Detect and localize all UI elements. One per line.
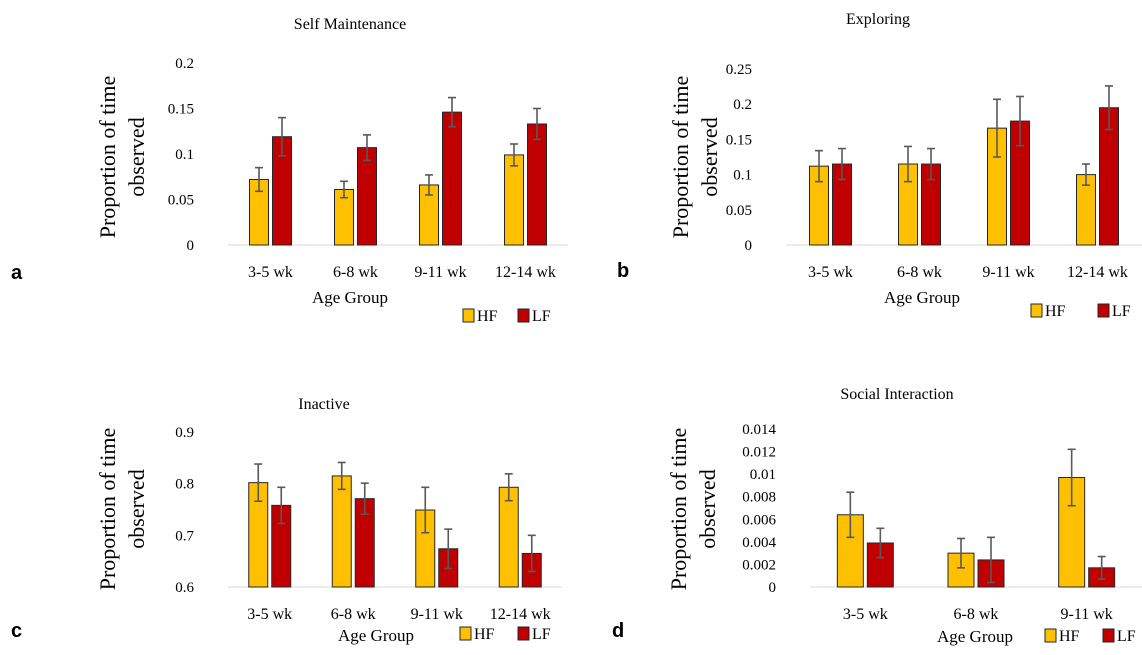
x-tick-label: 12-14 wk bbox=[1067, 264, 1128, 281]
y-tick-label: 0.8 bbox=[175, 477, 194, 493]
y-tick-label: 0.15 bbox=[168, 102, 194, 118]
chart-title: Inactive bbox=[298, 396, 350, 413]
bar-lf bbox=[357, 147, 377, 246]
y-axis-label-line: Proportion of time bbox=[95, 76, 120, 239]
panel-letter: c bbox=[11, 620, 22, 642]
y-tick-label: 0.006 bbox=[742, 512, 776, 528]
x-tick-label: 9-11 wk bbox=[982, 264, 1034, 281]
legend-swatch-hf bbox=[1030, 303, 1043, 318]
x-tick-label: 9-11 wk bbox=[411, 606, 463, 623]
x-tick-label: 12-14 wk bbox=[490, 606, 551, 623]
legend-swatch-hf bbox=[459, 626, 472, 641]
y-axis-label-line: Proportion of time bbox=[95, 428, 120, 591]
y-axis-label-line: observed bbox=[124, 117, 149, 196]
x-tick-label: 3-5 wk bbox=[247, 606, 292, 623]
y-axis-label-line: Proportion of time bbox=[668, 76, 693, 239]
y-tick-label: 0.7 bbox=[175, 528, 194, 544]
legend-swatch-hf bbox=[462, 308, 475, 323]
y-tick-label: 0.9 bbox=[175, 425, 194, 441]
y-axis-label-line: observed bbox=[124, 469, 149, 548]
y-tick-label: 0.6 bbox=[175, 580, 194, 596]
y-tick-label: 0.002 bbox=[742, 557, 776, 573]
legend-swatch-hf bbox=[1044, 628, 1057, 643]
x-tick-label: 9-11 wk bbox=[414, 264, 466, 281]
legend-label-lf: LF bbox=[1117, 628, 1136, 645]
y-tick-label: 0.05 bbox=[726, 203, 752, 219]
bar-hf bbox=[498, 486, 519, 588]
legend: HF LF bbox=[459, 626, 551, 643]
legend-label-lf: LF bbox=[532, 308, 551, 325]
y-tick-label: 0.2 bbox=[175, 56, 194, 72]
y-axis-label-line: observed bbox=[695, 469, 720, 548]
legend: HF LF bbox=[1044, 628, 1136, 645]
legend: HF LF bbox=[1030, 303, 1131, 320]
legend-label-hf: HF bbox=[474, 626, 495, 643]
legend-label-hf: HF bbox=[1059, 628, 1080, 645]
y-tick-label: 0.1 bbox=[175, 147, 194, 163]
x-tick-label: 3-5 wk bbox=[843, 606, 888, 623]
panel-letter: b bbox=[617, 260, 629, 282]
y-tick-label: 0.014 bbox=[742, 422, 776, 438]
x-axis-label: Age Group bbox=[312, 288, 388, 307]
y-tick-label: 0.008 bbox=[742, 490, 776, 506]
y-tick-label: 0 bbox=[769, 580, 777, 596]
x-axis-label: Age Group bbox=[338, 626, 414, 645]
legend-swatch-lf bbox=[517, 626, 530, 641]
x-tick-label: 12-14 wk bbox=[495, 264, 556, 281]
y-axis-label-line: Proportion of time bbox=[666, 428, 691, 591]
chart-title: Social Interaction bbox=[840, 386, 953, 403]
legend-swatch-lf bbox=[1097, 303, 1110, 318]
x-tick-label: 3-5 wk bbox=[808, 264, 853, 281]
x-axis-label: Age Group bbox=[884, 288, 960, 307]
bar-lf bbox=[527, 123, 547, 246]
y-tick-label: 0.15 bbox=[726, 132, 752, 148]
chart-panel-a: a Self Maintenance Proportion of time obser… bbox=[11, 16, 568, 325]
legend: HF LF bbox=[462, 308, 551, 325]
panel-letter: d bbox=[612, 620, 624, 642]
x-axis-label: Age Group bbox=[937, 627, 1013, 646]
legend-label-hf: HF bbox=[477, 308, 498, 325]
legend-label-lf: LF bbox=[532, 626, 551, 643]
x-tick-label: 6-8 wk bbox=[333, 264, 378, 281]
y-tick-label: 0.012 bbox=[742, 445, 776, 461]
legend-label-lf: LF bbox=[1112, 303, 1131, 320]
chart-title: Exploring bbox=[846, 11, 910, 28]
x-tick-label: 9-11 wk bbox=[1061, 606, 1113, 623]
x-tick-label: 3-5 wk bbox=[248, 264, 293, 281]
chart-panel-b: b Exploring Proportion of time observed 0 0.0… bbox=[617, 11, 1142, 320]
y-tick-label: 0.004 bbox=[742, 535, 776, 551]
chart-panel-c: c Inactive Proportion of time observed 0.6 0.… bbox=[11, 396, 562, 645]
y-tick-label: 0 bbox=[745, 238, 753, 254]
legend-label-hf: HF bbox=[1045, 303, 1066, 320]
x-tick-label: 6-8 wk bbox=[897, 264, 942, 281]
chart-panel-d: d Social Interaction Proportion of time obs… bbox=[612, 386, 1142, 646]
y-tick-label: 0 bbox=[187, 238, 195, 254]
y-tick-label: 0.01 bbox=[750, 467, 776, 483]
legend-swatch-lf bbox=[517, 308, 530, 323]
x-tick-label: 6-8 wk bbox=[954, 606, 999, 623]
y-tick-label: 0.2 bbox=[733, 97, 752, 113]
y-tick-label: 0.05 bbox=[168, 193, 194, 209]
bar-lf bbox=[442, 111, 462, 246]
panel-letter: a bbox=[11, 262, 23, 284]
chart-title: Self Maintenance bbox=[294, 16, 406, 33]
x-tick-label: 6-8 wk bbox=[331, 606, 376, 623]
y-tick-label: 0.1 bbox=[733, 168, 752, 184]
y-axis-label-line: observed bbox=[697, 117, 722, 196]
legend-swatch-lf bbox=[1102, 628, 1115, 643]
y-tick-label: 0.25 bbox=[726, 62, 752, 78]
bar-hf bbox=[504, 154, 524, 246]
bar-hf bbox=[331, 475, 352, 588]
